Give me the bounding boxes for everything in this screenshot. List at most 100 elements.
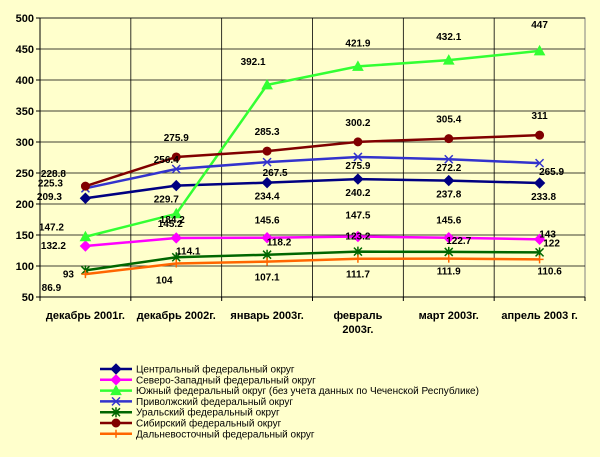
data-point	[170, 207, 183, 219]
series-1	[79, 173, 546, 204]
series-line	[85, 177, 540, 200]
data-point	[171, 164, 181, 174]
data-label: 147.2	[39, 223, 64, 234]
legend-label: Дальневосточный федеральный округ	[136, 428, 315, 440]
data-label: 275.9	[164, 133, 189, 144]
data-point	[170, 179, 182, 192]
data-label: 432.1	[436, 32, 461, 43]
data-point	[535, 158, 545, 168]
data-label: 237.8	[436, 190, 461, 201]
y-axis: 50 100 150 200 250 300 350 400 450 500	[16, 13, 41, 304]
legend-marker	[112, 429, 120, 438]
data-label: 110.6	[537, 266, 562, 277]
data-label: 104	[156, 276, 173, 287]
y-tick-label: 400	[16, 75, 34, 87]
series-line	[85, 133, 540, 188]
data-label: 114.1	[176, 246, 201, 257]
y-tick-label: 300	[16, 137, 34, 149]
data-label: 256.4	[154, 155, 179, 166]
x-tick-label: февраль 2003г.	[333, 310, 382, 336]
series-5	[80, 246, 545, 276]
legend-entry: Уральский федеральный округ	[100, 407, 280, 419]
data-point	[261, 232, 273, 244]
series-line	[85, 49, 540, 238]
series-line	[85, 257, 540, 276]
data-label: 229.7	[154, 195, 179, 206]
data-label: 234.4	[255, 192, 280, 203]
data-label: 265.9	[539, 167, 564, 178]
data-point	[533, 177, 546, 189]
legend-marker	[111, 407, 121, 418]
data-point	[80, 181, 90, 191]
series-line	[85, 235, 540, 248]
data-point	[170, 232, 182, 244]
data-point	[79, 240, 92, 252]
legend-entry: Южный федеральный округ (без учета данны…	[100, 384, 479, 397]
legend-label: Приволжский федеральный округ	[136, 396, 293, 408]
x-tick-label: декабрь 2001г.	[46, 310, 125, 322]
legend: Центральный федеральный округСеверо-Запа…	[100, 363, 479, 440]
legend-marker	[111, 396, 121, 406]
data-point	[444, 254, 453, 263]
data-label: 145.6	[436, 216, 461, 227]
data-point	[444, 154, 454, 164]
y-tick-label: 450	[16, 44, 34, 56]
y-tick-label: 150	[16, 230, 34, 242]
data-label: 111.7	[346, 270, 370, 281]
data-label: 132.2	[41, 241, 66, 252]
data-point	[443, 232, 455, 244]
data-label: 275.9	[345, 161, 370, 172]
data-point	[444, 134, 454, 144]
data-point	[352, 173, 364, 185]
data-point	[172, 259, 181, 268]
x-tick-label: апрель 2003 г.	[501, 310, 577, 322]
x-tick-label: март 2003г.	[419, 310, 479, 322]
legend-label: Уральский федеральный округ	[136, 407, 280, 419]
series-3	[79, 44, 546, 242]
data-label: 93	[63, 269, 75, 280]
legend-label: Южный федеральный округ (без учета данны…	[136, 385, 479, 397]
series-2	[79, 230, 546, 252]
data-point	[353, 137, 363, 147]
data-point	[533, 233, 546, 246]
legend-label: Центральный федеральный округ	[136, 364, 295, 376]
legend-marker	[111, 418, 121, 428]
data-label: 123.2	[345, 232, 370, 243]
data-point	[262, 157, 272, 167]
data-point	[262, 146, 272, 156]
data-labels: 209.3 229.7 234.4 240.2 237.8 233.8 132.2 145.2…	[37, 20, 565, 294]
data-point	[79, 192, 92, 204]
data-label: 147.5	[345, 211, 370, 222]
y-tick-label: 350	[16, 106, 34, 118]
legend-marker	[110, 363, 122, 375]
data-label: 107.1	[255, 273, 280, 284]
legend-label: Сибирский федеральный округ	[136, 418, 282, 430]
data-label: 305.4	[436, 115, 461, 126]
legend-entry: Сибирский федеральный округ	[100, 418, 282, 430]
y-tick-label: 50	[22, 292, 34, 304]
data-point	[443, 174, 455, 187]
data-point	[261, 78, 273, 90]
data-label: 311	[532, 111, 549, 122]
legend-entry: Северо-Западный федеральный округ	[100, 374, 316, 386]
data-point	[352, 230, 364, 243]
data-label: 184.2	[160, 215, 185, 226]
data-point	[79, 230, 92, 242]
x-tick-label: декабрь 2002г.	[137, 310, 216, 322]
y-tick-label: 250	[16, 168, 34, 180]
series-line	[85, 155, 540, 190]
data-label: 267.5	[263, 168, 288, 179]
data-label: 209.3	[37, 192, 62, 203]
legend-entry: Приволжский федеральный округ	[100, 396, 293, 408]
series-line	[85, 250, 540, 272]
data-point	[352, 60, 364, 71]
x-axis: декабрь 2001г. декабрь 2002г. январь 2003г…	[39, 296, 586, 336]
data-label: 145.6	[255, 216, 280, 227]
data-label: 447	[531, 20, 548, 31]
legend-marker	[110, 374, 122, 386]
data-point	[81, 270, 90, 279]
data-label: 143	[539, 229, 556, 240]
legend-marker	[110, 384, 122, 396]
data-point	[353, 254, 362, 263]
